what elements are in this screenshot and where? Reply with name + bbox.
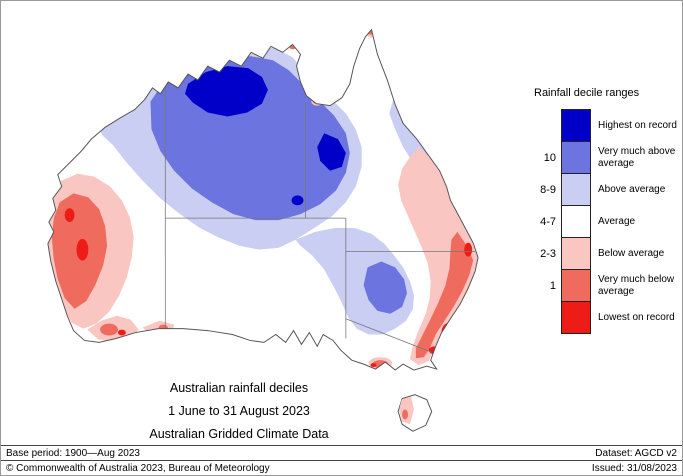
region-lowest-west-1 [76, 238, 89, 261]
legend-label: Very much below average [598, 273, 675, 297]
region-very-much-below-nsw-coast [415, 231, 474, 359]
legend-label: Average [598, 215, 636, 227]
legend-swatch-very-much-above [561, 141, 591, 174]
legend-tick: 2-3 [540, 247, 556, 260]
region-lowest-west-2 [64, 208, 75, 223]
region-highest-centre-dot [291, 195, 304, 206]
issued-text: Issued: 31/08/2023 [591, 462, 677, 474]
mainland-regions [47, 29, 479, 370]
legend-label: Lowest on record [598, 311, 675, 323]
region-below-east-coast [398, 147, 479, 366]
caption-line-period: 1 June to 31 August 2023 [168, 404, 310, 418]
legend-item-below: 2-3 Below average [534, 237, 682, 270]
region-very-much-below-tasmania [402, 409, 409, 420]
region-very-much-below-topend [249, 45, 258, 52]
australia-map [47, 28, 479, 432]
legend-label: Above average [598, 183, 666, 195]
legend-swatch-below [561, 237, 591, 270]
map-caption: Australian rainfall deciles 1 June to 31… [89, 381, 389, 450]
region-very-much-above-nsw [363, 261, 408, 314]
caption-line-dataset: Australian Gridded Climate Data [149, 427, 329, 441]
region-lowest-otways [370, 363, 377, 368]
legend-label: Very much above average [598, 145, 676, 169]
legend-title: Rainfall decile ranges [534, 87, 640, 99]
legend-tick: 4-7 [540, 215, 556, 228]
region-highest-kimberley [185, 66, 268, 117]
base-period-text: Base period: 1900—Aug 2023 [6, 447, 140, 459]
legend-label: Highest on record [598, 119, 677, 131]
region-lowest-gippsland [441, 322, 458, 341]
legend-item-above: 8-9 Above average [534, 173, 682, 206]
footer-row-1: Base period: 1900—Aug 2023 Dataset: AGCD… [1, 445, 682, 460]
dataset-text: Dataset: AGCD v2 [595, 447, 677, 459]
legend-tick: 8-9 [540, 183, 556, 196]
legend-item-highest: Highest on record [534, 109, 682, 142]
region-highest-qld-coast-dot [424, 133, 431, 142]
legend-swatch-very-much-below [561, 269, 591, 302]
region-very-much-below-southwest [100, 323, 118, 336]
caption-line-title: Australian rainfall deciles [169, 381, 309, 395]
legend-tick: 10 [543, 151, 556, 164]
region-very-much-below-gulf [312, 97, 321, 104]
legend-item-very-much-below: 1 Very much below average [534, 269, 682, 302]
region-highest-nw-qld [317, 133, 346, 171]
footer-row-2: © Commonwealth of Australia 2023, Bureau… [1, 460, 682, 475]
legend-item-average: 4-7 Average [534, 205, 682, 238]
tasmania-regions [399, 396, 414, 425]
legend: Rainfall decile ranges Highest on record… [534, 87, 682, 334]
legend-swatch-above [561, 173, 591, 206]
legend-swatch-average [561, 205, 591, 238]
legend-swatch-lowest [561, 301, 591, 334]
legend-label: Below average [598, 247, 665, 259]
state-borders [164, 72, 476, 353]
legend-item-lowest: Lowest on record [534, 301, 682, 334]
legend-swatch-highest [561, 109, 591, 142]
legend-tick: 1 [549, 279, 556, 292]
legend-item-very-much-above: 10 Very much above average [534, 141, 682, 174]
region-lowest-southwest [117, 329, 126, 336]
footer: Base period: 1900—Aug 2023 Dataset: AGCD… [1, 445, 682, 475]
region-lowest-northern-rivers [464, 242, 473, 257]
mainland-coastline [47, 28, 479, 371]
copyright-text: © Commonwealth of Australia 2023, Bureau… [6, 462, 270, 474]
